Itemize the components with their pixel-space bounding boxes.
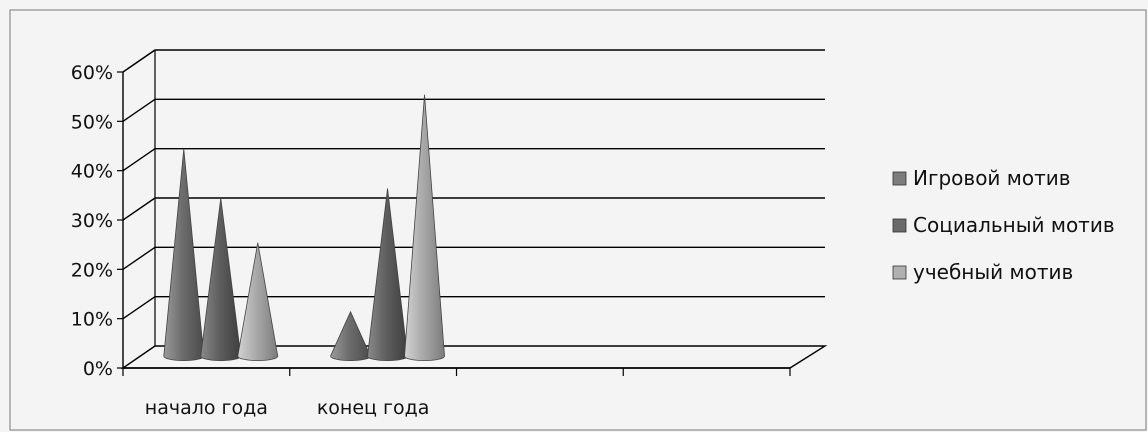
cone-bar-body xyxy=(163,148,205,361)
gridline-diagonal xyxy=(122,296,156,320)
category-label: конец года xyxy=(317,397,430,419)
cone-bar xyxy=(200,198,242,361)
y-axis-tick-labels: 0% 10% 20% 30% 40% 50% 60% xyxy=(71,62,113,380)
cone-bar xyxy=(367,188,408,361)
cones xyxy=(163,94,445,361)
legend-label: учебный мотив xyxy=(913,260,1073,284)
category-label: начало года xyxy=(145,397,268,419)
y-tick-label: 30% xyxy=(71,210,113,232)
cone-bar-body xyxy=(237,242,279,361)
y-tick-label: 0% xyxy=(83,358,113,380)
cone-bar xyxy=(163,148,205,361)
legend-label: Игровой мотив xyxy=(913,166,1071,190)
legend-swatch xyxy=(892,171,907,186)
y-axis-top-diagonal xyxy=(122,49,156,73)
cone-bar xyxy=(404,94,445,361)
cone-bar-body xyxy=(404,94,445,361)
y-tick-label: 10% xyxy=(71,309,113,331)
legend-label: Социальный мотив xyxy=(913,213,1115,237)
legend-swatch xyxy=(892,265,907,280)
y-tick-label: 20% xyxy=(71,259,113,281)
legend: Игровой мотив Социальный мотив учебный мот… xyxy=(892,166,1115,284)
y-tick-label: 40% xyxy=(71,161,113,183)
cone-bar-body xyxy=(330,310,371,361)
category-labels: начало года конец года xyxy=(145,397,430,419)
gridline-diagonal xyxy=(122,246,156,270)
cone-bar xyxy=(237,242,279,361)
gridline-diagonal xyxy=(122,197,156,221)
y-tick-label: 60% xyxy=(71,62,113,84)
cone-bar xyxy=(330,310,371,361)
y-tick-label: 50% xyxy=(71,111,113,133)
legend-swatch xyxy=(892,218,907,233)
cone-bar-body xyxy=(367,188,408,361)
gridline-diagonal xyxy=(122,148,156,172)
axes xyxy=(117,49,828,376)
outer-border xyxy=(9,9,1147,431)
cone-bar-body xyxy=(200,198,242,361)
gridline-diagonal xyxy=(122,98,156,122)
